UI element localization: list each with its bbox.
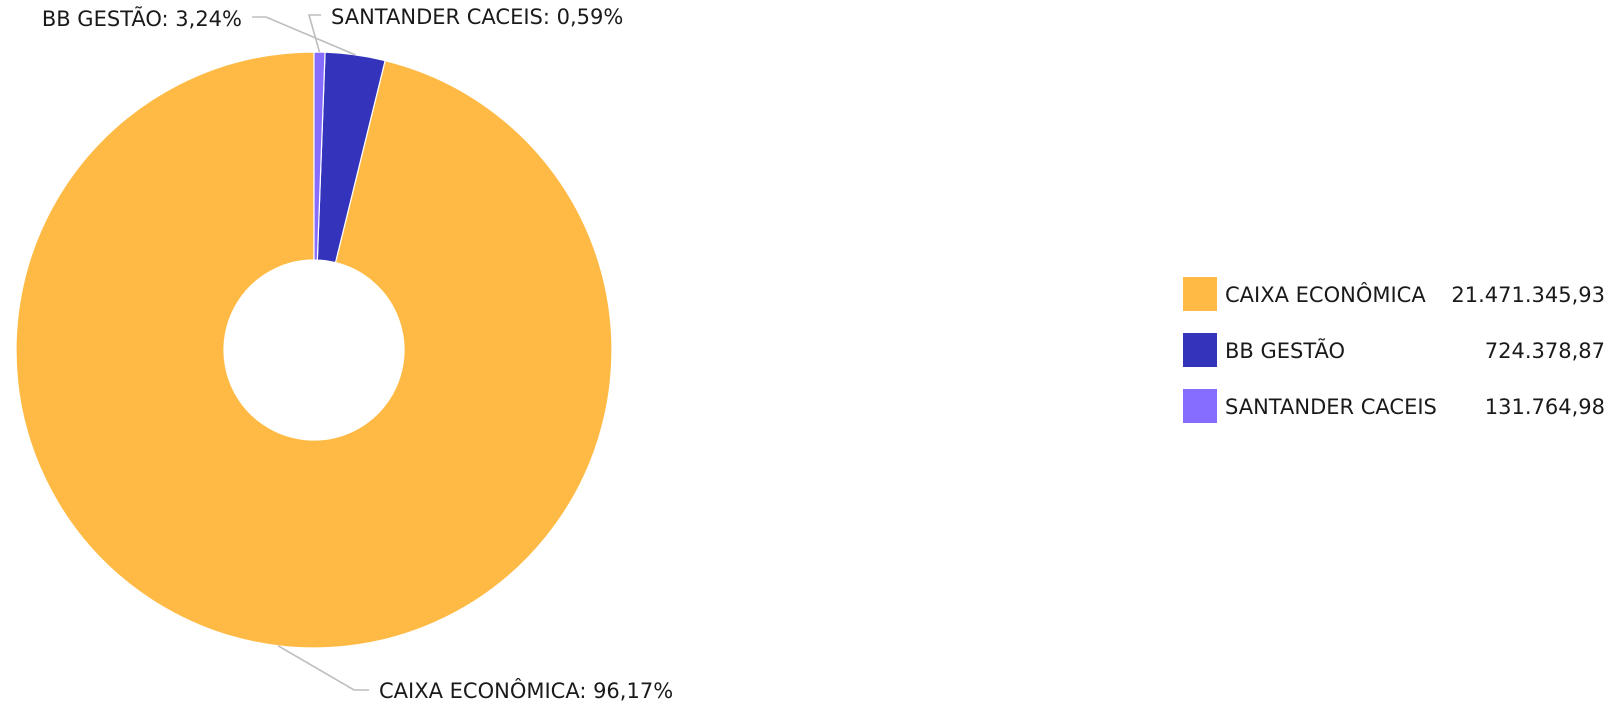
legend-swatch-caixa-economica <box>1183 277 1217 311</box>
slice-santander-caceis <box>313 51 326 261</box>
leader-line-santander-caceis <box>307 14 321 53</box>
leader-line-bb-gestao <box>252 16 356 56</box>
legend: CAIXA ECONÔMICA 21.471.345,93 BB GESTÃO 724… <box>1183 277 1605 423</box>
legend-swatch-santander-caceis <box>1183 389 1217 423</box>
slice-label-santander-caceis: SANTANDER CACEIS: 0,59% <box>331 5 623 29</box>
legend-swatch-bb-gestao <box>1183 333 1217 367</box>
legend-value-caixa-economica: 21.471.345,93 <box>1451 283 1605 307</box>
slice-caixa-economica <box>15 51 613 649</box>
legend-label-santander-caceis: SANTANDER CACEIS <box>1225 395 1437 419</box>
slice-labels: CAIXA ECONÔMICA: 96,17% BB GESTÃO: 3,24% S… <box>42 5 673 702</box>
slice-label-bb-gestao: BB GESTÃO: 3,24% <box>42 5 242 31</box>
legend-value-bb-gestao: 724.378,87 <box>1485 339 1605 363</box>
leader-line-caixa-economica <box>277 645 369 691</box>
donut-slices <box>15 51 613 649</box>
legend-label-bb-gestao: BB GESTÃO <box>1225 337 1345 363</box>
legend-value-santander-caceis: 131.764,98 <box>1485 395 1605 419</box>
legend-label-caixa-economica: CAIXA ECONÔMICA <box>1225 282 1426 307</box>
slice-label-caixa-economica: CAIXA ECONÔMICA: 96,17% <box>379 678 673 702</box>
